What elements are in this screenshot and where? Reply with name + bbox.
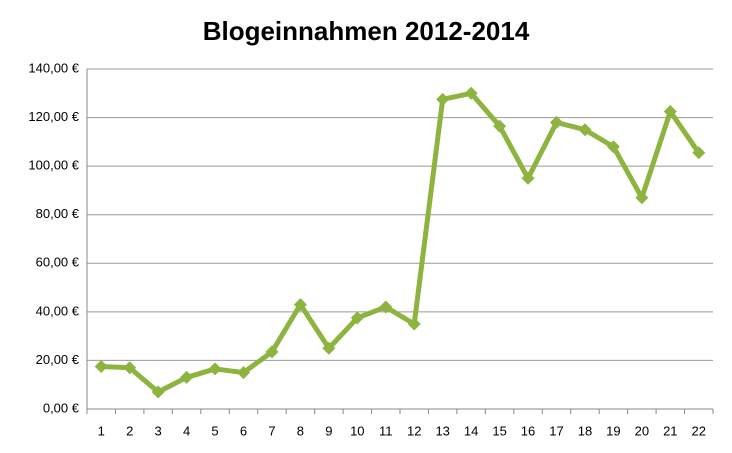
marker bbox=[94, 360, 108, 373]
x-tick-label: 13 bbox=[435, 423, 449, 438]
marker bbox=[692, 146, 706, 160]
marker bbox=[123, 361, 137, 375]
x-tick-label: 10 bbox=[350, 423, 364, 438]
x-tick-label: 1 bbox=[98, 423, 105, 438]
y-tick-label: 0,00 € bbox=[43, 400, 80, 415]
x-tick-label: 14 bbox=[464, 423, 478, 438]
marker bbox=[550, 115, 563, 129]
y-tick-label: 80,00 € bbox=[36, 206, 80, 221]
marker bbox=[208, 362, 222, 376]
x-tick-label: 2 bbox=[126, 423, 133, 438]
chart-title: Blogeinnahmen 2012-2014 bbox=[203, 16, 530, 46]
marker bbox=[635, 191, 649, 205]
x-tick-label: 21 bbox=[663, 423, 677, 438]
marker bbox=[350, 311, 364, 325]
x-tick-label: 5 bbox=[211, 423, 218, 438]
y-tick-label: 60,00 € bbox=[36, 255, 80, 270]
marker bbox=[151, 385, 165, 399]
x-tick-label: 22 bbox=[692, 423, 706, 438]
marker bbox=[265, 345, 279, 359]
marker bbox=[493, 119, 507, 133]
marker bbox=[379, 300, 393, 314]
x-tick-label: 15 bbox=[492, 423, 506, 438]
x-tick-label: 11 bbox=[379, 423, 393, 438]
x-tick-label: 18 bbox=[578, 423, 592, 438]
x-tick-label: 4 bbox=[183, 423, 190, 438]
marker bbox=[180, 370, 194, 384]
x-tick-label: 7 bbox=[268, 423, 275, 438]
marker bbox=[606, 140, 620, 154]
x-tick-label: 8 bbox=[297, 423, 304, 438]
x-tick-label: 6 bbox=[240, 423, 247, 438]
marker bbox=[436, 92, 450, 106]
y-tick-label: 40,00 € bbox=[36, 303, 80, 318]
marker bbox=[407, 317, 421, 331]
y-tick-label: 140,00 € bbox=[28, 60, 79, 75]
y-tick-label: 120,00 € bbox=[28, 109, 79, 124]
marker bbox=[578, 123, 592, 137]
x-tick-label: 20 bbox=[635, 423, 649, 438]
x-tick-label: 9 bbox=[325, 423, 332, 438]
marker bbox=[237, 366, 250, 380]
marker bbox=[322, 341, 336, 355]
marker bbox=[521, 171, 535, 185]
x-tick-label: 3 bbox=[155, 423, 162, 438]
marker bbox=[464, 86, 478, 100]
x-tick-label: 19 bbox=[606, 423, 620, 438]
y-tick-label: 20,00 € bbox=[36, 352, 80, 367]
x-tick-label: 16 bbox=[521, 423, 535, 438]
y-tick-label: 100,00 € bbox=[28, 158, 79, 173]
marker bbox=[293, 298, 307, 312]
marker bbox=[663, 105, 677, 118]
x-tick-label: 17 bbox=[549, 423, 563, 438]
series-line bbox=[101, 90, 701, 395]
x-tick-label: 12 bbox=[407, 423, 421, 438]
